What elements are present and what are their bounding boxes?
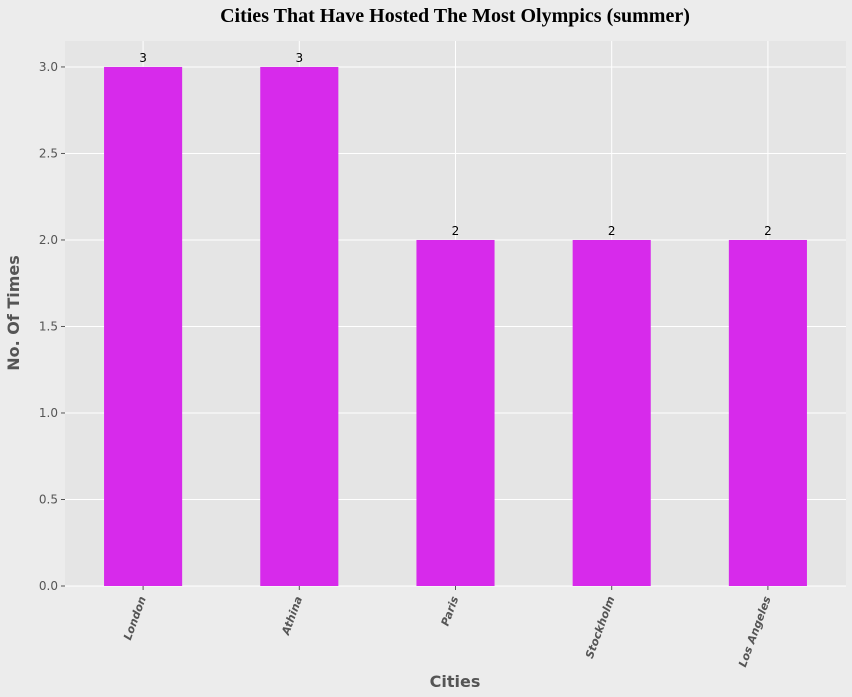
y-tick-label: 3.0 xyxy=(39,60,58,74)
y-tick-label: 0.0 xyxy=(39,579,58,593)
data-label: 2 xyxy=(764,224,772,238)
x-tick-label: Paris xyxy=(439,594,462,628)
bar xyxy=(416,239,495,586)
bar xyxy=(572,239,651,586)
data-label: 2 xyxy=(608,224,616,238)
bar xyxy=(104,66,183,586)
data-labels: 3 3 2 2 2 xyxy=(139,51,771,238)
x-axis-ticks: London Athina Paris Stockholm Los Angeles xyxy=(121,586,774,669)
y-tick-label: 2.5 xyxy=(39,146,58,160)
data-label: 2 xyxy=(452,224,460,238)
y-tick-label: 1.0 xyxy=(39,406,58,420)
data-label: 3 xyxy=(295,51,303,65)
bar xyxy=(728,239,807,586)
bars xyxy=(104,66,807,586)
y-tick-label: 0.5 xyxy=(39,492,58,506)
y-tick-label: 1.5 xyxy=(39,319,58,333)
y-axis-label: No. Of Times xyxy=(4,255,23,371)
x-tick-label: London xyxy=(121,594,149,642)
x-tick-label: Athina xyxy=(279,595,305,638)
x-axis-label: Cities xyxy=(430,672,481,691)
chart-title: Cities That Have Hosted The Most Olympic… xyxy=(220,5,690,27)
y-tick-label: 2.0 xyxy=(39,233,58,247)
x-tick-label: Stockholm xyxy=(583,595,618,661)
x-tick-label: Los Angeles xyxy=(736,594,774,669)
bar xyxy=(260,66,339,586)
data-label: 3 xyxy=(139,51,147,65)
y-axis-ticks: 0.0 0.5 1.0 1.5 2.0 2.5 3.0 xyxy=(39,60,65,593)
